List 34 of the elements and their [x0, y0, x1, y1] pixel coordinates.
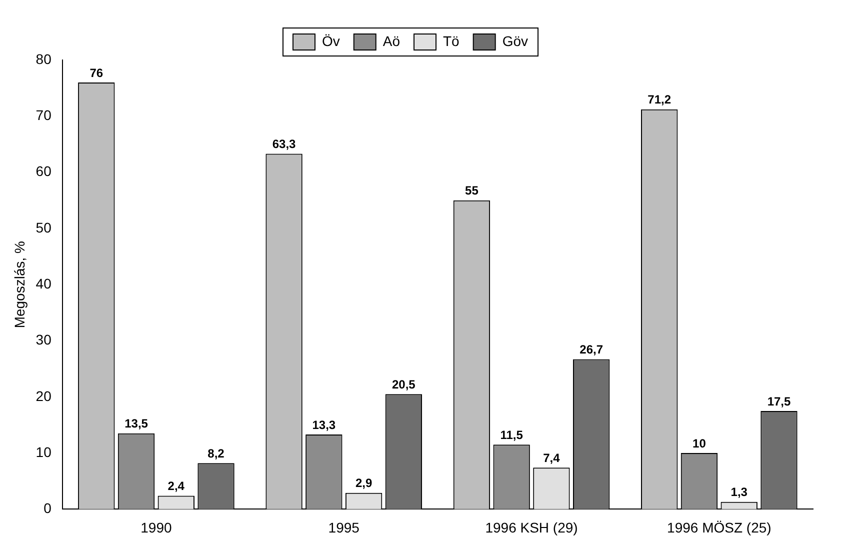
y-tick-label: 80: [36, 50, 52, 67]
data-label: 55: [465, 184, 479, 198]
data-label: 13,5: [124, 416, 148, 431]
y-tick-label: 0: [44, 500, 52, 516]
data-label: 8,2: [208, 446, 225, 460]
y-axis-title: Megoszlás, %: [11, 241, 28, 328]
x-tick-label: 1990: [140, 519, 172, 536]
y-tick-label: 30: [36, 332, 52, 348]
data-label: 26,7: [580, 342, 604, 357]
data-label: 13,3: [312, 418, 336, 432]
data-label: 20,5: [392, 377, 416, 392]
data-label: 76: [90, 66, 104, 80]
legend-label: Aö: [382, 32, 400, 49]
y-tick-label: 20: [36, 388, 52, 404]
x-tick-label: 1996 MÖSZ (25): [667, 519, 772, 536]
data-label: 7,4: [543, 450, 560, 465]
data-label: 63,3: [272, 137, 296, 152]
x-tick-label: 1996 KSH (29): [485, 519, 578, 536]
data-label: 1,3: [730, 485, 748, 500]
y-tick-label: 40: [36, 275, 52, 292]
data-label: 2,9: [355, 476, 372, 490]
data-label: 2,4: [168, 479, 185, 494]
y-tick-label: 60: [36, 163, 52, 180]
data-label: 11,5: [500, 428, 524, 442]
y-tick-label: 10: [36, 444, 52, 460]
y-tick-label: 70: [36, 107, 52, 124]
y-tick-label: 50: [36, 219, 52, 236]
legend-label: Tö: [443, 32, 460, 49]
data-label: 71,2: [648, 92, 672, 107]
legend-label: Öv: [322, 32, 340, 49]
data-label: 17,5: [767, 394, 791, 408]
legend-label: Göv: [502, 32, 528, 49]
x-tick-label: 1995: [328, 519, 360, 536]
data-label: 10: [692, 436, 706, 450]
